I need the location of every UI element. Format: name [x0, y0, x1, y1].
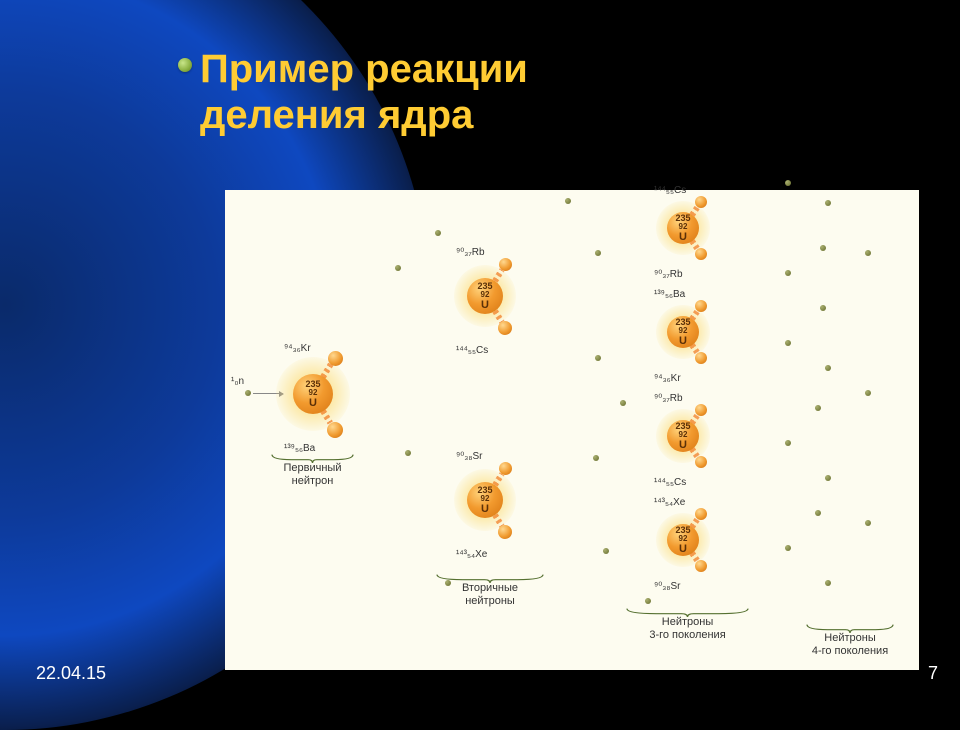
- title-line-1: Пример реакции: [200, 46, 528, 92]
- slide-title: Пример реакции деления ядра: [200, 46, 528, 138]
- generation-brace: [270, 450, 355, 460]
- uranium-nucleus: 23592U: [293, 374, 333, 414]
- slide-date: 22.04.15: [36, 663, 106, 684]
- generation-brace: [625, 604, 750, 614]
- fission-diagram: ¹₀n23592U⁹⁴₃₆Kr¹³⁹₅₆BaПервичныйнейтрон23…: [225, 190, 919, 670]
- generation-caption: Первичныйнейтрон: [265, 462, 360, 488]
- generation-caption: Нейтроны3-го поколения: [620, 616, 755, 642]
- slide-bullet: [178, 58, 192, 72]
- generation-caption: Нейтроны4-го поколения: [800, 632, 900, 658]
- title-line-2: деления ядра: [200, 92, 528, 138]
- slide-page-number: 7: [928, 663, 938, 684]
- generation-brace: [435, 570, 545, 580]
- generation-brace: [805, 620, 895, 630]
